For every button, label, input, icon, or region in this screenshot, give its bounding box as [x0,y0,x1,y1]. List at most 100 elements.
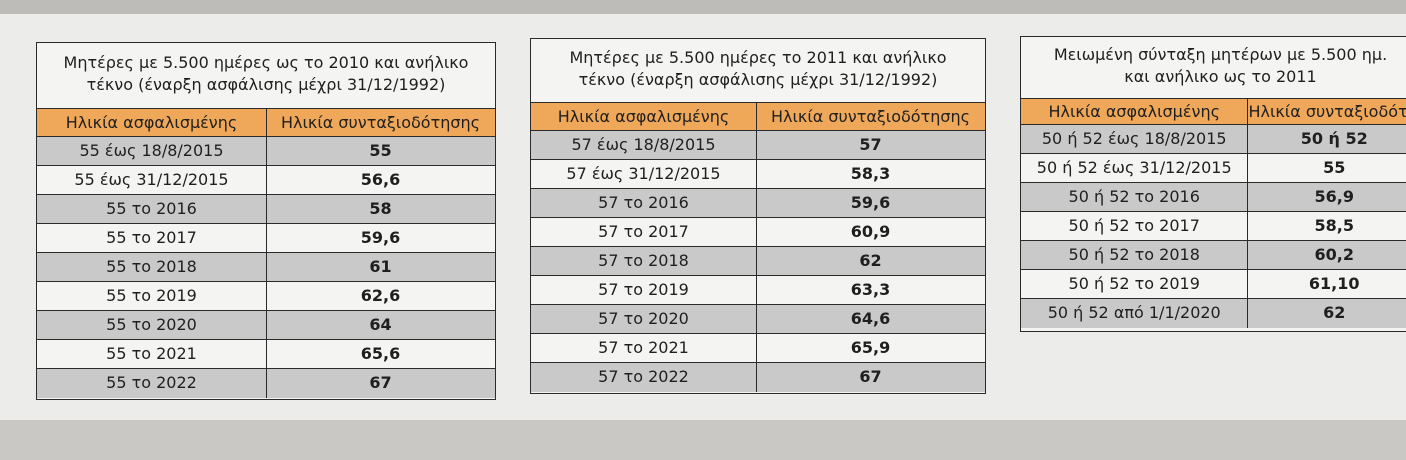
table-row: 50 ή 52 έως 31/12/2015 55 [1021,154,1406,183]
insured-age-cell: 57 το 2019 [531,276,757,304]
insured-age-cell: 55 το 2019 [37,282,267,310]
table-row: 57 το 2022 67 [531,363,985,392]
pension-age-cell: 65,9 [850,338,891,357]
insured-age-cell: 55 έως 18/8/2015 [37,137,267,165]
table-mothers-2010: Μητέρες με 5.500 ημέρες ως το 2010 και α… [36,42,496,400]
insured-age-cell: 57 το 2021 [531,334,757,362]
table-reduced-pension: Μειωμένη σύνταξη μητέρων με 5.500 ημ. κα… [1020,36,1406,332]
table-row: 55 το 2018 61 [37,253,495,282]
insured-age-cell: 50 ή 52 το 2016 [1021,183,1249,211]
pension-age-cell: 62 [1323,303,1346,322]
pension-age-cell: 60,2 [1314,245,1354,264]
table-title: Μητέρες με 5.500 ημέρες ως το 2010 και α… [37,43,495,109]
table-row: 50 ή 52 το 2017 58,5 [1021,212,1406,241]
column-header-pension-age: Ηλικία συνταξιοδότησης [770,107,971,126]
column-header-pension-age: Ηλικία συνταξιοδότησης [1248,102,1406,121]
column-header-insured-age: Ηλικία ασφαλισμένης [37,109,267,136]
table-title-line-2: και ανήλικο ως το 2011 [1124,67,1317,86]
pension-age-cell: 50 ή 52 [1300,129,1368,148]
table-row: 50 ή 52 το 2016 56,9 [1021,183,1406,212]
table-row: 55 το 2016 58 [37,195,495,224]
table-row: 55 το 2022 67 [37,369,495,398]
pension-age-cell: 65,6 [360,344,401,363]
pension-age-cell: 67 [369,373,392,392]
pension-age-cell: 56,6 [360,170,401,189]
insured-age-cell: 55 έως 31/12/2015 [37,166,267,194]
table-body: 57 έως 18/8/2015 57 57 έως 31/12/2015 58,3 5… [531,131,985,392]
pension-age-cell: 64,6 [850,309,891,328]
pension-age-cell: 61,10 [1308,274,1360,293]
insured-age-cell: 50 ή 52 το 2019 [1021,270,1249,298]
table-body: 55 έως 18/8/2015 55 55 έως 31/12/2015 56,6 5… [37,137,495,398]
table-row: 55 έως 31/12/2015 56,6 [37,166,495,195]
table-row: 50 ή 52 από 1/1/2020 62 [1021,299,1406,328]
insured-age-cell: 50 ή 52 έως 18/8/2015 [1021,125,1249,153]
insured-age-cell: 57 το 2020 [531,305,757,333]
table-row: 55 έως 18/8/2015 55 [37,137,495,166]
pension-age-cell: 57 [859,135,882,154]
table-title-line-2: τέκνο (έναρξη ασφάλισης μέχρι 31/12/1992… [86,75,446,94]
pension-age-cell: 58,3 [850,164,891,183]
pension-age-cell: 58,5 [1314,216,1354,235]
insured-age-cell: 50 ή 52 από 1/1/2020 [1021,299,1249,328]
pension-age-cell: 56,9 [1314,187,1354,206]
pension-age-cell: 55 [1323,158,1346,177]
table-row: 57 έως 18/8/2015 57 [531,131,985,160]
column-header-pension-age: Ηλικία συνταξιοδότησης [280,113,481,132]
insured-age-cell: 55 το 2021 [37,340,267,368]
pension-age-cell: 64 [369,315,392,334]
table-header-row: Ηλικία ασφαλισμένης Ηλικία συνταξιοδότησ… [531,103,985,131]
table-row: 57 το 2020 64,6 [531,305,985,334]
insured-age-cell: 55 το 2017 [37,224,267,252]
insured-age-cell: 57 το 2017 [531,218,757,246]
table-row: 57 το 2021 65,9 [531,334,985,363]
table-row: 55 το 2019 62,6 [37,282,495,311]
insured-age-cell: 50 ή 52 το 2017 [1021,212,1249,240]
table-title: Μητέρες με 5.500 ημέρες το 2011 και ανήλ… [531,39,985,103]
bottom-band [0,420,1406,460]
insured-age-cell: 55 το 2022 [37,369,267,398]
table-title: Μειωμένη σύνταξη μητέρων με 5.500 ημ. κα… [1021,37,1406,99]
table-row: 55 το 2020 64 [37,311,495,340]
table-header-row: Ηλικία ασφαλισμένης Ηλικία συνταξιοδότησ… [1021,99,1406,125]
insured-age-cell: 55 το 2016 [37,195,267,223]
table-body: 50 ή 52 έως 18/8/2015 50 ή 52 50 ή 52 έως … [1021,125,1406,328]
table-row: 55 το 2017 59,6 [37,224,495,253]
table-row: 57 το 2016 59,6 [531,189,985,218]
table-row: 55 το 2021 65,6 [37,340,495,369]
table-title-line-1: Μητέρες με 5.500 ημέρες ως το 2010 και α… [63,53,469,72]
table-title-line-1: Μειωμένη σύνταξη μητέρων με 5.500 ημ. [1053,45,1388,64]
insured-age-cell: 57 έως 31/12/2015 [531,160,757,188]
insured-age-cell: 57 το 2016 [531,189,757,217]
pension-age-cell: 67 [859,367,882,386]
column-header-insured-age: Ηλικία ασφαλισμένης [531,103,757,130]
top-band [0,0,1406,14]
insured-age-cell: 57 το 2022 [531,363,757,392]
pension-age-cell: 55 [369,141,392,160]
table-row: 57 το 2018 62 [531,247,985,276]
pension-age-cell: 58 [369,199,392,218]
insured-age-cell: 50 ή 52 το 2018 [1021,241,1249,269]
table-title-line-2: τέκνο (έναρξη ασφάλισης μέχρι 31/12/1992… [578,70,938,89]
table-title-line-1: Μητέρες με 5.500 ημέρες το 2011 και ανήλ… [569,48,947,67]
table-row: 57 έως 31/12/2015 58,3 [531,160,985,189]
insured-age-cell: 50 ή 52 έως 31/12/2015 [1021,154,1249,182]
pension-age-cell: 63,3 [850,280,891,299]
table-row: 57 το 2017 60,9 [531,218,985,247]
insured-age-cell: 57 το 2018 [531,247,757,275]
table-row: 50 ή 52 το 2019 61,10 [1021,270,1406,299]
insured-age-cell: 55 το 2018 [37,253,267,281]
pension-age-cell: 60,9 [850,222,891,241]
pension-age-cell: 61 [369,257,392,276]
pension-age-cell: 59,6 [360,228,401,247]
insured-age-cell: 55 το 2020 [37,311,267,339]
pension-age-cell: 62 [859,251,882,270]
table-mothers-2011: Μητέρες με 5.500 ημέρες το 2011 και ανήλ… [530,38,986,394]
table-row: 50 ή 52 έως 18/8/2015 50 ή 52 [1021,125,1406,154]
table-row: 50 ή 52 το 2018 60,2 [1021,241,1406,270]
insured-age-cell: 57 έως 18/8/2015 [531,131,757,159]
table-header-row: Ηλικία ασφαλισμένης Ηλικία συνταξιοδότησ… [37,109,495,137]
pension-age-cell: 59,6 [850,193,891,212]
column-header-insured-age: Ηλικία ασφαλισμένης [1021,99,1249,124]
pension-age-cell: 62,6 [360,286,401,305]
